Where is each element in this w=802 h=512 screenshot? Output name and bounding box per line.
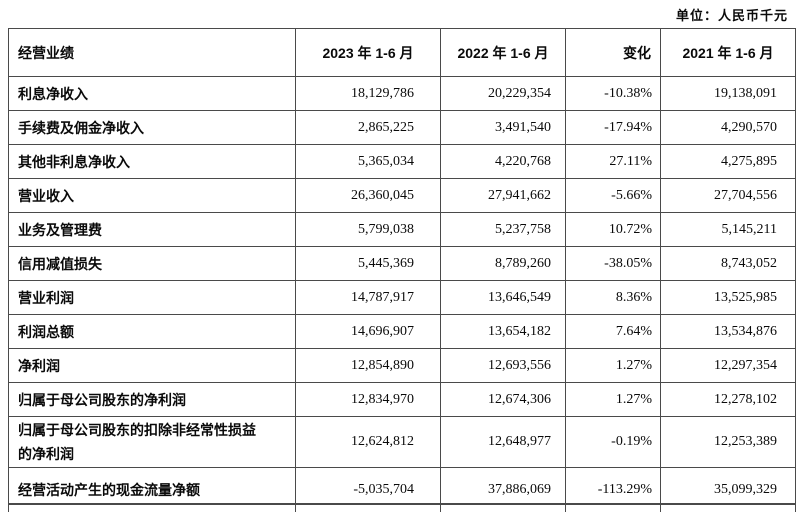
row-label: 营业收入 (8, 178, 296, 213)
table-row: 利润总额 14,696,907 13,654,182 7.64% 13,534,876 (8, 314, 796, 349)
cell-y2023: 12,854,890 (295, 348, 441, 383)
cell-change: -17.94% (565, 110, 661, 145)
cell-change: 27.11% (565, 144, 661, 179)
cell-y2021: 12,297,354 (660, 348, 796, 383)
table-row: 归属于母公司股东的净利润 12,834,970 12,674,306 1.27% 12,… (8, 382, 796, 417)
header-metric: 经营业绩 (8, 28, 296, 77)
cell-y2021: 4,275,895 (660, 144, 796, 179)
row-label: 利息净收入 (8, 76, 296, 111)
cell-change: -0.19% (565, 416, 661, 468)
header-change: 变化 (565, 28, 661, 77)
table-row: 营业收入 26,360,045 27,941,662 -5.66% 27,704,556 (8, 178, 796, 213)
cell-y2022: 27,941,662 (440, 178, 566, 213)
table-row: 营业利润 14,787,917 13,646,549 8.36% 13,525,985 (8, 280, 796, 315)
row-label: 其他非利息净收入 (8, 144, 296, 179)
cell-y2022: 4,220,768 (440, 144, 566, 179)
cell-y2021: 27,704,556 (660, 178, 796, 213)
row-label: 净利润 (8, 348, 296, 383)
cell-y2021: 13,525,985 (660, 280, 796, 315)
table-row: 业务及管理费 5,799,038 5,237,758 10.72% 5,145,211 (8, 212, 796, 247)
table-header-row: 经营业绩 2023 年 1-6 月 2022 年 1-6 月 变化 2021 年… (8, 28, 796, 77)
header-2021-period: 2021 年 1-6 月 (660, 28, 796, 77)
table-row: 信用减值损失 5,445,369 8,789,260 -38.05% 8,743,052 (8, 246, 796, 281)
cell-y2022: 20,229,354 (440, 76, 566, 111)
cell-y2022: 12,648,977 (440, 416, 566, 468)
cell-change: 1.27% (565, 348, 661, 383)
cell-y2023: 14,787,917 (295, 280, 441, 315)
cell-y2023: 5,365,034 (295, 144, 441, 179)
table-row: 利息净收入 18,129,786 20,229,354 -10.38% 19,138,0… (8, 76, 796, 111)
row-label: 业务及管理费 (8, 212, 296, 247)
cell-y2023: 26,360,045 (295, 178, 441, 213)
table-body: 利息净收入 18,129,786 20,229,354 -10.38% 19,138,0… (8, 76, 796, 512)
cell-y2021: 12,278,102 (660, 382, 796, 417)
cell-change: -38.05% (565, 246, 661, 281)
header-2022-period: 2022 年 1-6 月 (440, 28, 566, 77)
table-row: 手续费及佣金净收入 2,865,225 3,491,540 -17.94% 4,290,… (8, 110, 796, 145)
row-label: 营业利润 (8, 280, 296, 315)
unit-label: 单位：人民币千元 (675, 8, 788, 23)
cell-y2023: 2,865,225 (295, 110, 441, 145)
row-label: 利润总额 (8, 314, 296, 349)
cell-y2023: 5,799,038 (295, 212, 441, 247)
cell-y2023: -5,035,704 (295, 467, 441, 512)
cell-y2021: 4,290,570 (660, 110, 796, 145)
cell-y2023: 12,624,812 (295, 416, 441, 468)
row-label: 信用减值损失 (8, 246, 296, 281)
cell-y2023: 18,129,786 (295, 76, 441, 111)
cell-y2021: 35,099,329 (660, 467, 796, 512)
cell-y2021: 12,253,389 (660, 416, 796, 468)
cell-y2022: 12,693,556 (440, 348, 566, 383)
row-label: 手续费及佣金净收入 (8, 110, 296, 145)
cell-y2022: 13,654,182 (440, 314, 566, 349)
cell-y2021: 5,145,211 (660, 212, 796, 247)
cell-y2023: 14,696,907 (295, 314, 441, 349)
cell-y2022: 37,886,069 (440, 467, 566, 512)
table-row: 归属于母公司股东的扣除非经常性损益 的净利润 12,624,812 12,648,9… (8, 416, 796, 468)
cell-y2022: 5,237,758 (440, 212, 566, 247)
cell-y2022: 13,646,549 (440, 280, 566, 315)
table-row: 净利润 12,854,890 12,693,556 1.27% 12,297,354 (8, 348, 796, 383)
cell-y2021: 19,138,091 (660, 76, 796, 111)
cell-change: 8.36% (565, 280, 661, 315)
next-table-top-border (8, 503, 795, 505)
financial-results-table: 经营业绩 2023 年 1-6 月 2022 年 1-6 月 变化 2021 年… (8, 28, 796, 512)
cell-change: 1.27% (565, 382, 661, 417)
cell-y2021: 13,534,876 (660, 314, 796, 349)
cell-y2022: 8,789,260 (440, 246, 566, 281)
row-label: 经营活动产生的现金流量净额 (8, 467, 296, 512)
row-label: 归属于母公司股东的净利润 (8, 382, 296, 417)
cell-change: 10.72% (565, 212, 661, 247)
row-label: 归属于母公司股东的扣除非经常性损益 的净利润 (8, 416, 296, 468)
cell-y2021: 8,743,052 (660, 246, 796, 281)
cell-change: -10.38% (565, 76, 661, 111)
cell-change: -5.66% (565, 178, 661, 213)
cell-change: -113.29% (565, 467, 661, 512)
cell-y2023: 5,445,369 (295, 246, 441, 281)
cell-y2023: 12,834,970 (295, 382, 441, 417)
cell-y2022: 12,674,306 (440, 382, 566, 417)
table-row: 其他非利息净收入 5,365,034 4,220,768 27.11% 4,275,89… (8, 144, 796, 179)
cell-change: 7.64% (565, 314, 661, 349)
cell-y2022: 3,491,540 (440, 110, 566, 145)
header-2023-period: 2023 年 1-6 月 (295, 28, 441, 77)
table-row: 经营活动产生的现金流量净额 -5,035,704 37,886,069 -113.29… (8, 467, 796, 512)
